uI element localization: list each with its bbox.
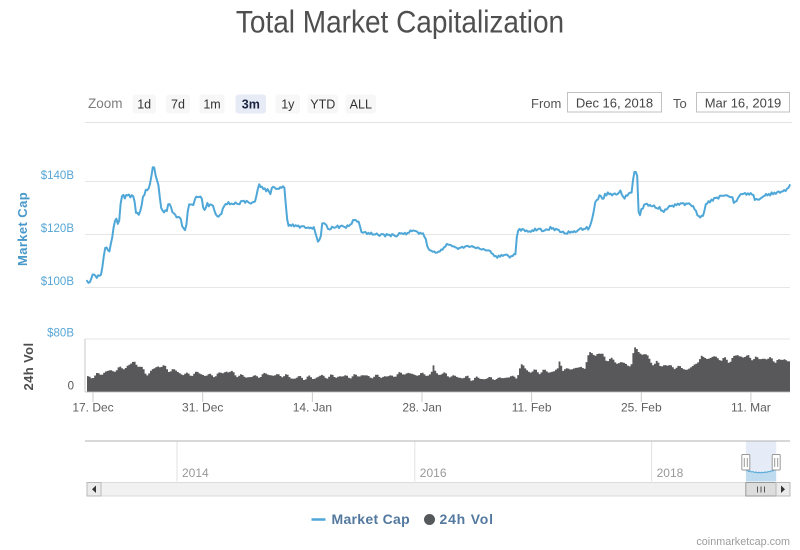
svg-text:2016: 2016 [420,466,447,480]
svg-text:Dec 16, 2018: Dec 16, 2018 [576,96,653,111]
svg-text:coinmarketcap.com: coinmarketcap.com [696,536,790,548]
svg-text:17. Dec: 17. Dec [72,401,113,415]
svg-text:25. Feb: 25. Feb [621,401,662,415]
svg-text:$140B: $140B [41,170,75,182]
svg-text:1y: 1y [281,98,295,112]
svg-text:31. Dec: 31. Dec [182,401,223,415]
svg-text:11. Mar: 11. Mar [731,401,771,415]
svg-text:Total Market Capitalization: Total Market Capitalization [236,5,564,40]
svg-text:Mar 16, 2019: Mar 16, 2019 [705,96,782,111]
svg-text:$100B: $100B [41,276,75,288]
svg-text:0: 0 [68,381,74,393]
svg-text:Market Cap: Market Cap [332,511,410,527]
svg-text:28. Jan: 28. Jan [402,401,441,415]
svg-text:14. Jan: 14. Jan [293,401,332,415]
svg-text:To: To [673,96,687,111]
svg-text:24h Vol: 24h Vol [440,511,494,527]
svg-text:1d: 1d [137,98,151,112]
svg-text:$120B: $120B [41,223,75,235]
svg-text:From: From [531,96,561,111]
svg-text:YTD: YTD [310,98,335,112]
svg-text:2014: 2014 [182,466,209,480]
svg-text:1m: 1m [203,98,220,112]
svg-text:$80B: $80B [47,328,74,340]
svg-text:Market Cap: Market Cap [15,192,30,266]
svg-text:Zoom: Zoom [88,96,123,111]
svg-text:7d: 7d [171,98,185,112]
svg-text:3m: 3m [242,98,260,112]
svg-text:24h Vol: 24h Vol [21,342,36,390]
svg-text:2018: 2018 [657,466,684,480]
svg-text:11. Feb: 11. Feb [512,401,552,415]
svg-text:ALL: ALL [350,98,372,112]
